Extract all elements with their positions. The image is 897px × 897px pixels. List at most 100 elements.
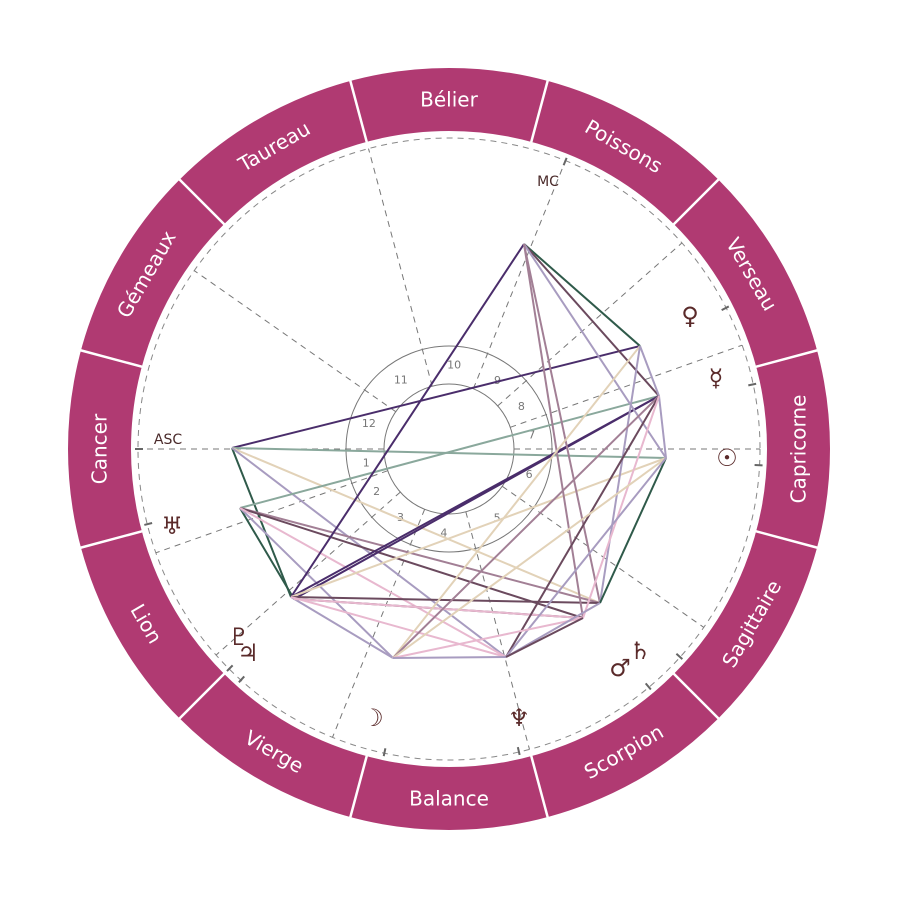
house-cusp-lines [138, 148, 760, 750]
aspect-line-asc-venus [231, 345, 641, 449]
house-number-3: 3 [397, 511, 404, 524]
neptune-icon: ♆ [508, 704, 530, 732]
aspect-line-uranus-mars [239, 507, 584, 619]
sign-divider [178, 672, 226, 720]
sign-divider [178, 178, 226, 226]
aspect-line-uranus-mercury [239, 395, 660, 509]
mc-label: MC [537, 174, 559, 190]
aspect-line-uranus-neptune [239, 507, 507, 658]
planet-ticks [135, 157, 763, 757]
mercury-icon: ☿ [709, 364, 724, 392]
pluto-tick [226, 664, 234, 672]
aspect-line-asc-neptune [231, 447, 507, 658]
zodiac-ring [68, 68, 830, 830]
aspect-line-pluto-saturn [290, 596, 601, 604]
asc-label: ASC [154, 432, 182, 448]
sign-divider [754, 348, 819, 369]
sign-label-3: Cancer [88, 413, 112, 484]
uranus-icon: ♅ [161, 512, 183, 540]
sign-label-6: Balance [409, 787, 489, 811]
saturn-tick [675, 653, 684, 660]
mercury-tick [748, 382, 757, 387]
aspect-line-asc-pluto [231, 447, 292, 598]
neptune-tick [516, 746, 521, 756]
sign-divider [348, 79, 369, 144]
house-number-2: 2 [373, 485, 380, 498]
house-number-ring [345, 345, 553, 553]
aspect-line-mercury-moon [392, 395, 660, 659]
jupiter-tick [238, 675, 245, 684]
sign-divider [79, 348, 144, 369]
aspect-line-venus-moon [392, 345, 641, 659]
house-number-6: 6 [526, 468, 533, 481]
house-cusp-10 [472, 160, 566, 389]
aspect-line-sun-moon [392, 457, 667, 659]
pluto-icon: ♇ [228, 623, 250, 651]
aspect-line-mc-mars [523, 243, 584, 619]
aspect-line-pluto-neptune [290, 596, 507, 658]
aspect-line-venus-saturn [599, 345, 641, 604]
aspect-line-uranus-saturn [239, 507, 601, 604]
house-number-1: 1 [363, 457, 370, 470]
moon-tick [382, 748, 387, 757]
house-number-7: 7 [528, 428, 535, 441]
uranus-tick [144, 522, 153, 526]
house-cusp-11 [368, 148, 433, 387]
venus-tick [721, 305, 730, 311]
house-number-11: 11 [394, 374, 408, 387]
jupiter-icon: ♃ [237, 639, 259, 667]
aspect-line-mercury-neptune [505, 395, 660, 658]
mc-tick [562, 157, 568, 166]
house-inner-circle [383, 383, 515, 515]
sign-divider [754, 529, 819, 550]
aspect-line-uranus-jupiter [239, 507, 295, 600]
aspect-line-pluto-mc [290, 243, 525, 598]
sign-divider [529, 754, 550, 819]
house-number-4: 4 [440, 526, 447, 539]
house-number-8: 8 [518, 400, 525, 413]
aspect-line-moon-neptune [392, 656, 507, 659]
saturn-icon: ♄ [629, 637, 651, 665]
house-cusp-12 [193, 270, 397, 413]
house-number-5: 5 [494, 511, 501, 524]
aspect-line-mc-sun [523, 243, 667, 459]
aspect-line-neptune-mars [505, 617, 584, 658]
sign-divider [79, 529, 144, 550]
sign-divider [348, 754, 369, 819]
sign-divider [672, 178, 720, 226]
house-outer-circle [345, 345, 553, 553]
house-cusp-9 [497, 242, 683, 407]
house-cusp-8 [510, 344, 743, 428]
sign-label-0: Bélier [420, 88, 478, 112]
aspect-line-pluto-sun [290, 457, 667, 598]
house-cusp-2 [155, 470, 388, 554]
house-number-9: 9 [494, 374, 501, 387]
zodiac-ring-band [68, 68, 830, 830]
aspect-line-jupiter-mars [293, 598, 584, 619]
axis-labels: ASC MC [154, 174, 559, 448]
sign-dividers [79, 79, 819, 819]
aspect-line-asc-saturn [231, 447, 601, 604]
aspect-line-pluto-moon [290, 596, 394, 659]
aspect-line-jupiter-mercury [293, 395, 660, 600]
moon-icon: ☽ [362, 704, 384, 732]
mars-tick [644, 682, 652, 691]
aspect-line-sun-saturn [599, 457, 667, 604]
aspect-line-moon-mars [392, 617, 584, 659]
sun-icon: ☉ [716, 444, 738, 472]
venus-icon: ♀ [681, 302, 699, 330]
mars-icon: ♂ [609, 654, 631, 682]
sign-divider [529, 79, 550, 144]
sign-divider [672, 672, 720, 720]
aspect-line-venus-mercury [639, 345, 660, 397]
aspect-line-sun-neptune [505, 457, 667, 658]
house-number-12: 12 [362, 417, 376, 430]
planet-glyphs: ♀ ☿ ☉ ♄♂ ♆ ☽ ♇♃ ♅ [161, 302, 738, 732]
house-cusp-4 [332, 509, 426, 738]
house-number-10: 10 [447, 359, 461, 372]
sign-label-9: Capricorne [787, 395, 811, 504]
aspect-line-mercury-sun [658, 395, 667, 459]
aspect-line-mc-saturn [523, 243, 601, 604]
